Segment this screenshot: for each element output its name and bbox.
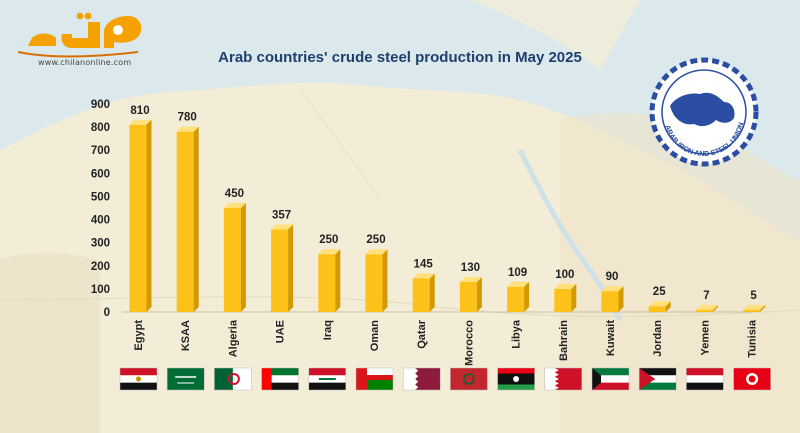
data-label: 450 [225, 188, 244, 200]
bar-kuwait [601, 286, 624, 312]
flag-libya-icon [497, 367, 535, 391]
x-tick-label: Bahrain [558, 320, 570, 361]
x-tick-label: Tunisia [747, 319, 759, 358]
bar-morocco [459, 276, 482, 312]
flag-yemen-icon [686, 367, 724, 391]
bar-jordan [648, 301, 671, 312]
y-tick-label: 700 [91, 145, 110, 157]
flag-ksaa-icon [166, 367, 205, 391]
bar-algeria [223, 203, 246, 312]
x-tick-label: Libya [511, 319, 523, 349]
flag-egypt-icon [119, 367, 158, 391]
x-tick-label: Egypt [133, 320, 145, 351]
bar-bahrain [554, 283, 577, 312]
bar-libya [507, 281, 530, 312]
bar-tunisia [743, 305, 766, 312]
bar-oman [365, 249, 388, 312]
bar-egypt [129, 119, 152, 312]
x-tick-label: Qatar [416, 319, 428, 348]
chart-plot: 0 100 200 300 400 500 600 700 800 900 810 780 450 35… [91, 99, 771, 391]
chart-title: Arab countries' crude steel production i… [218, 49, 582, 66]
data-labels: 810 780 450 357 250 250 145 130 109 100 90 25 7 5 [130, 105, 757, 302]
y-tick-label: 500 [91, 191, 110, 203]
bar-qatar [412, 273, 435, 312]
y-tick-label: 400 [91, 215, 110, 227]
data-label: 810 [130, 105, 149, 117]
data-label: 109 [508, 267, 527, 279]
data-label: 357 [272, 209, 291, 221]
site-url: www.chilanonline.com [38, 58, 132, 67]
flag-jordan-icon [638, 367, 677, 391]
data-label: 90 [606, 271, 619, 283]
data-label: 130 [461, 262, 480, 274]
y-tick-label: 100 [91, 284, 110, 296]
site-logo [17, 8, 148, 70]
x-axis: Egypt KSAA Algeria UAE Iraq Oman Qatar Morocco L… [133, 319, 759, 366]
y-tick-label: 800 [91, 122, 110, 134]
flag-qatar-icon [402, 367, 441, 391]
logo-mark-icon [17, 12, 142, 58]
x-tick-label: Jordan [652, 320, 664, 357]
data-label: 5 [750, 290, 757, 302]
flag-oman-icon [355, 367, 394, 391]
data-label: 100 [555, 269, 574, 281]
flag-bahrain-icon [544, 367, 583, 391]
y-tick-label: 600 [91, 168, 110, 180]
flag-iraq-icon [308, 367, 347, 391]
y-tick-label: 300 [91, 238, 110, 250]
flag-uae-icon [261, 367, 299, 391]
arab-iron-steel-union-emblem: ARAB IRON AND STEEL UNION [649, 57, 759, 167]
y-tick-label: 0 [104, 307, 110, 319]
x-tick-label: Kuwait [605, 320, 617, 356]
flag-algeria-icon [214, 367, 252, 391]
x-tick-label: Iraq [322, 320, 334, 340]
bar-ksaa [176, 126, 199, 312]
bar-iraq [318, 249, 341, 312]
y-tick-label: 200 [91, 261, 110, 273]
y-tick-label: 900 [91, 99, 110, 111]
flags [119, 367, 771, 391]
y-axis: 0 100 200 300 400 500 600 700 800 900 [91, 99, 752, 319]
data-label: 250 [319, 234, 338, 246]
flag-kuwait-icon [591, 367, 630, 391]
bar-uae [271, 224, 294, 312]
x-tick-label: Oman [369, 320, 381, 351]
bar-yemen [695, 305, 718, 312]
x-tick-label: UAE [275, 320, 287, 343]
x-tick-label: Algeria [227, 319, 239, 357]
data-label: 250 [366, 234, 385, 246]
data-label: 7 [703, 290, 709, 302]
bars [129, 119, 766, 312]
data-label: 145 [414, 258, 434, 270]
x-tick-label: Morocco [463, 320, 475, 366]
x-tick-label: Yemen [699, 320, 711, 356]
data-label: 25 [653, 286, 666, 298]
x-tick-label: KSAA [180, 320, 192, 351]
data-label: 780 [178, 112, 197, 124]
flag-morocco-icon [450, 367, 488, 391]
flag-tunisia-icon [733, 367, 771, 391]
